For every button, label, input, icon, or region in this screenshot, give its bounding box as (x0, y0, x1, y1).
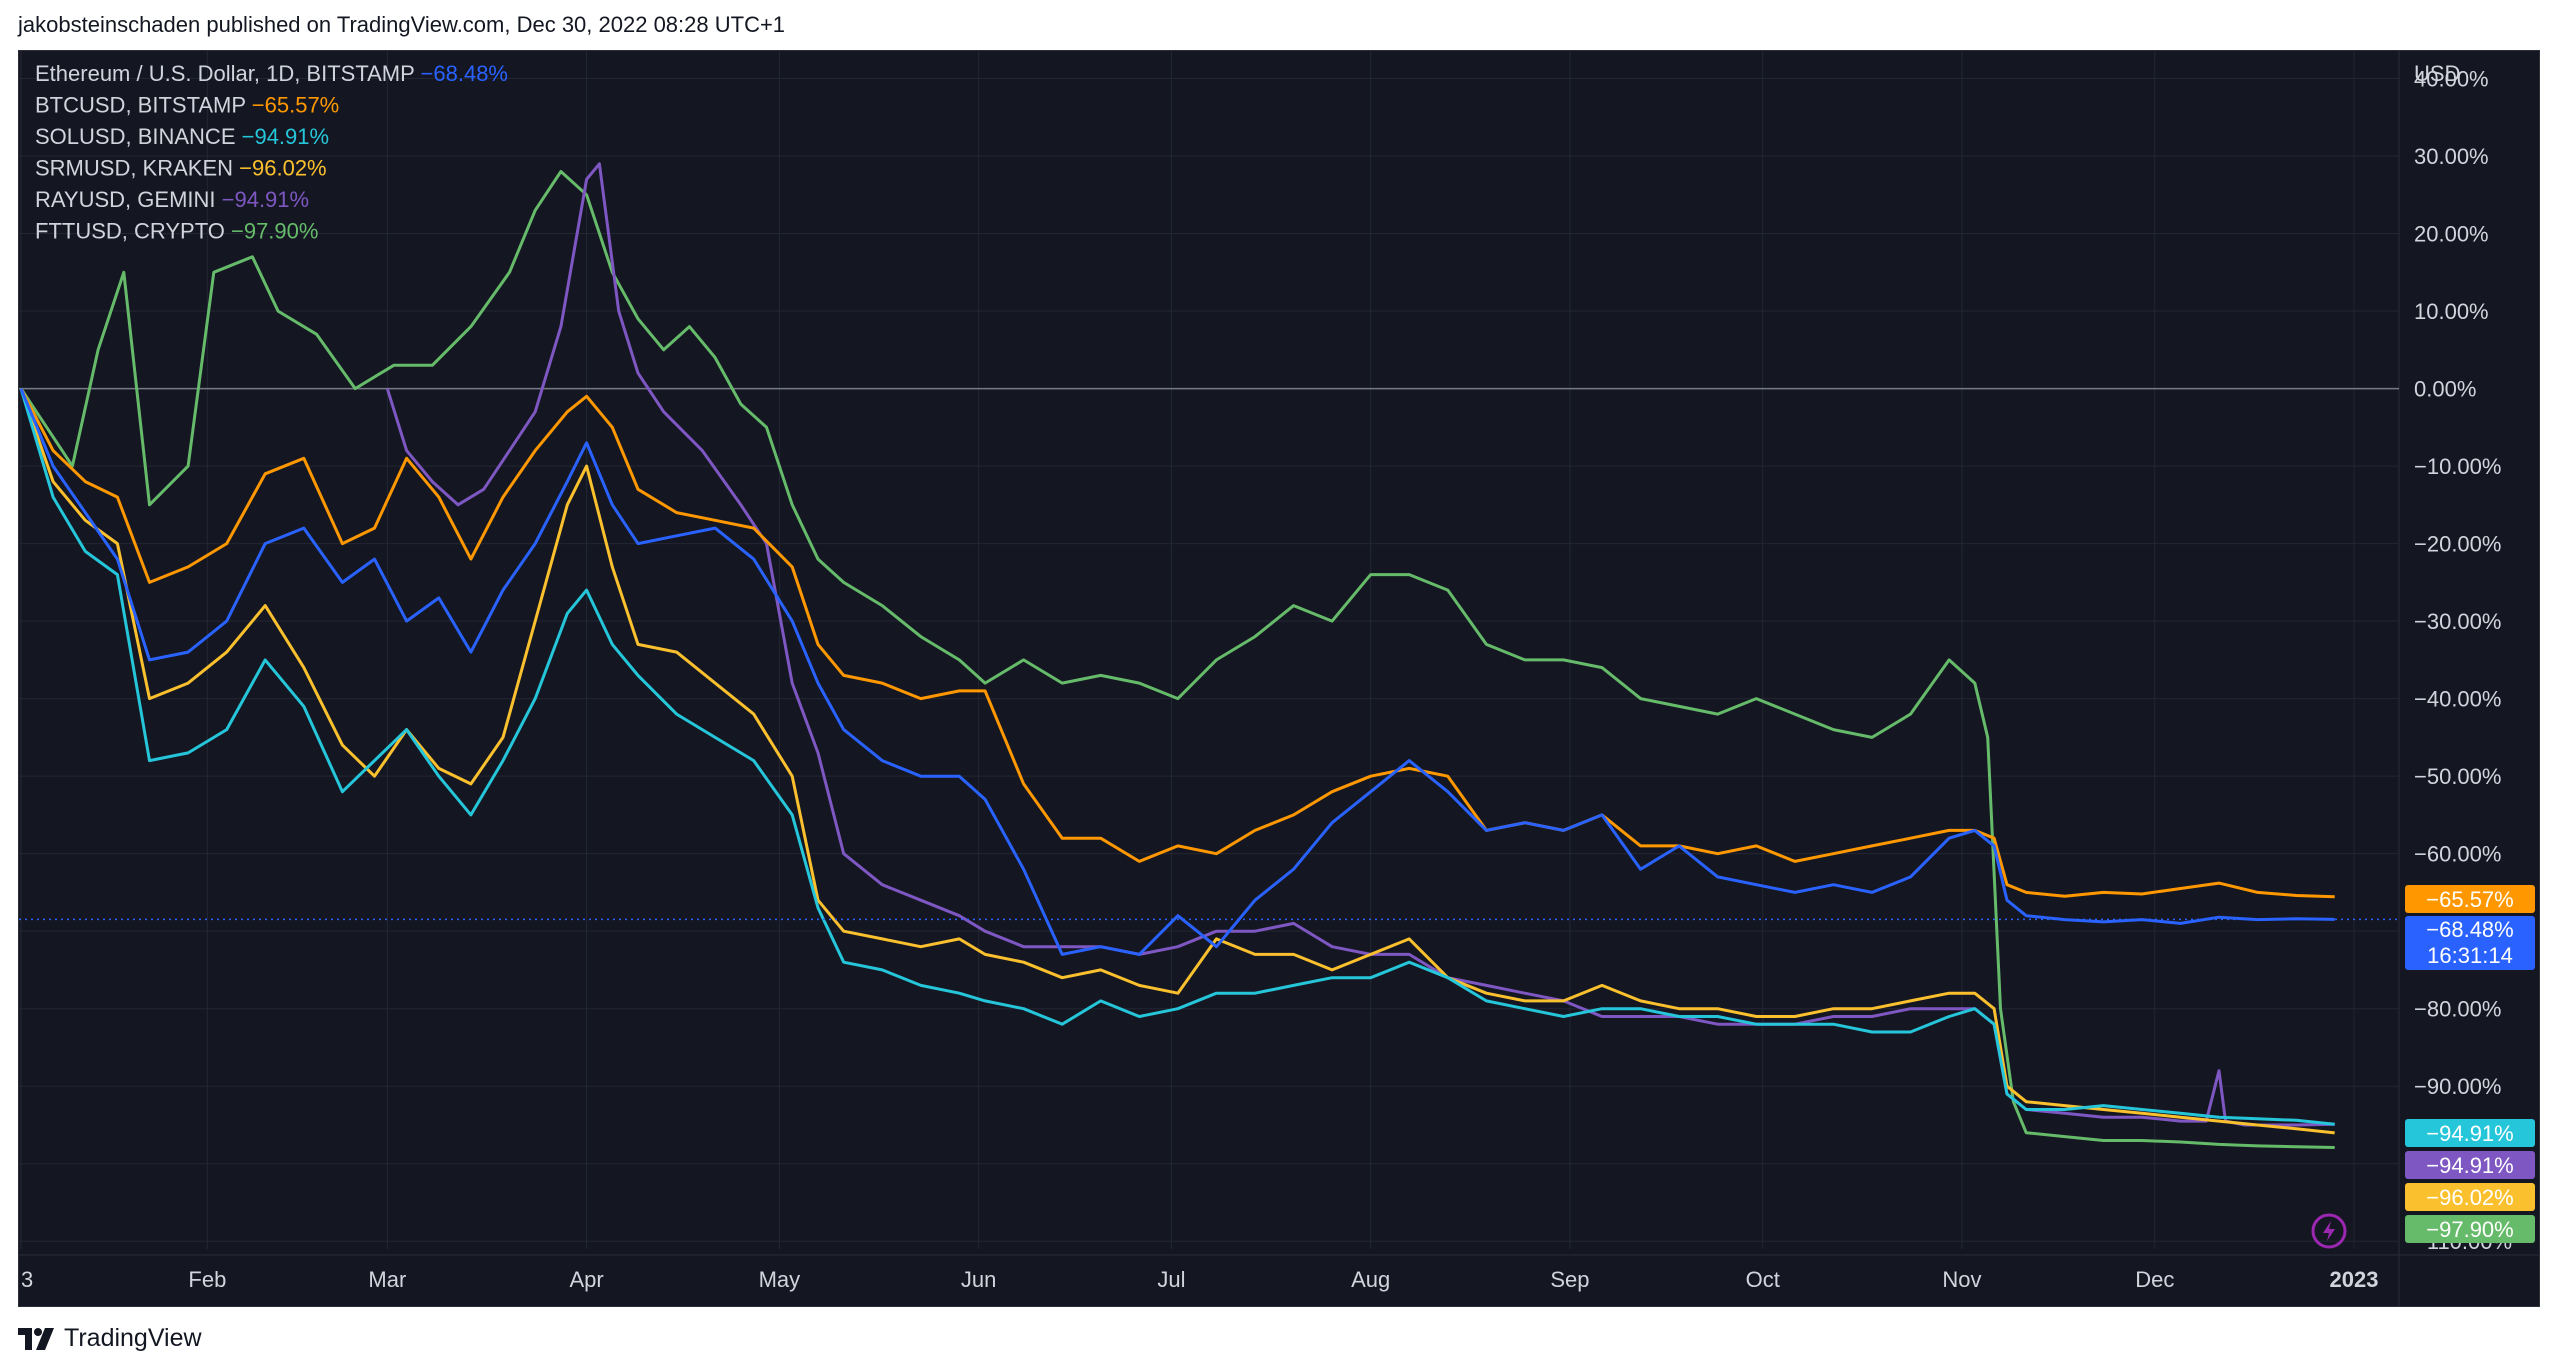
axis-tag-box (2405, 1215, 2535, 1243)
legend-series-change: −65.57% (252, 93, 339, 118)
legend-item[interactable]: SRMUSD, KRAKEN −96.02% (35, 156, 327, 181)
legend: Ethereum / U.S. Dollar, 1D, BITSTAMP −68… (35, 61, 508, 244)
chart-panel[interactable]: 40.00% 30.00% 20.00% 10.00% 0.00% −10.00% −20.… (18, 50, 2540, 1307)
legend-series-change: −94.91% (222, 187, 309, 212)
series-line[interactable] (19, 170, 2335, 1149)
x-tick-label: Dec (2135, 1267, 2174, 1292)
x-tick-label: Apr (569, 1267, 603, 1292)
legend-series-change: −96.02% (239, 156, 326, 181)
legend-series-name: SOLUSD, BINANCE (35, 124, 242, 149)
footer: TradingView (18, 1324, 202, 1353)
series-line[interactable] (19, 388, 2335, 956)
price-axis[interactable]: 40.00% 30.00% 20.00% 10.00% 0.00% −10.00% −20.… (2414, 61, 2514, 1254)
series-line[interactable] (385, 162, 2335, 1127)
axis-price-tags: −65.57% −68.48%16:31:14 −94.91% −94.91% −96.… (2405, 885, 2535, 1243)
y-tick-label: 20.00% (2414, 222, 2489, 247)
legend-series-change: −68.48% (421, 61, 508, 86)
y-tick-label: −40.00% (2414, 687, 2501, 712)
axis-tag-box (2405, 1151, 2535, 1179)
series-line[interactable] (19, 388, 2335, 1126)
axis-tag-value: −68.48% (2426, 917, 2513, 942)
legend-series-change: −94.91% (242, 124, 329, 149)
currency-label: USD (2414, 61, 2460, 86)
y-tick-label: 40.00% (2414, 67, 2489, 92)
axis-tag-value: −94.91% (2426, 1153, 2513, 1178)
legend-series-name: RAYUSD, GEMINI (35, 187, 222, 212)
legend-series-name: Ethereum / U.S. Dollar, 1D, BITSTAMP (35, 61, 421, 86)
y-tick-label: 0.00% (2414, 377, 2476, 402)
legend-series-change: −97.90% (231, 219, 318, 244)
x-tick-label: Aug (1351, 1267, 1390, 1292)
legend-item[interactable]: BTCUSD, BITSTAMP −65.57% (35, 93, 339, 118)
axis-tag-box (2405, 1119, 2535, 1147)
axis-tag-value: −65.57% (2426, 887, 2513, 912)
legend-item[interactable]: Ethereum / U.S. Dollar, 1D, BITSTAMP −68… (35, 61, 508, 86)
x-tick-label: Jul (1157, 1267, 1185, 1292)
x-tick-label: Jun (961, 1267, 996, 1292)
price-comparison-chart[interactable]: 40.00% 30.00% 20.00% 10.00% 0.00% −10.00% −20.… (19, 51, 2539, 1306)
x-tick-label: 3 (21, 1267, 33, 1292)
y-tick-label: −60.00% (2414, 842, 2501, 867)
x-tick-label: Nov (1942, 1267, 1981, 1292)
legend-series-name: FTTUSD, CRYPTO (35, 219, 231, 244)
tradingview-brand: TradingView (64, 1324, 202, 1352)
tradingview-logo-icon (18, 1327, 54, 1350)
y-tick-label: −50.00% (2414, 764, 2501, 789)
y-tick-label: −20.00% (2414, 532, 2501, 557)
series-layer (19, 162, 2399, 1149)
legend-item[interactable]: RAYUSD, GEMINI −94.91% (35, 187, 309, 212)
legend-series-name: BTCUSD, BITSTAMP (35, 93, 252, 118)
y-tick-label: −30.00% (2414, 609, 2501, 634)
axis-tag-box (2405, 885, 2535, 913)
axis-tag-value: −96.02% (2426, 1185, 2513, 1210)
y-tick-label: 10.00% (2414, 299, 2489, 324)
x-tick-label: Sep (1550, 1267, 1589, 1292)
axis-tag-box (2405, 916, 2535, 970)
axis-tag-box (2405, 1183, 2535, 1211)
y-tick-label: 30.00% (2414, 144, 2489, 169)
axis-tag-value: −94.91% (2426, 1121, 2513, 1146)
publisher-caption: jakobsteinschaden published on TradingVi… (18, 12, 786, 37)
x-tick-label: May (759, 1267, 801, 1292)
x-tick-label: 2023 (2330, 1267, 2379, 1292)
y-tick-label: −10.00% (2414, 454, 2501, 479)
axis-tag-value: −97.90% (2426, 1217, 2513, 1242)
x-tick-label: Mar (368, 1267, 406, 1292)
legend-item[interactable]: SOLUSD, BINANCE −94.91% (35, 124, 329, 149)
legend-series-name: SRMUSD, KRAKEN (35, 156, 239, 181)
lightning-alert-icon[interactable] (2311, 1213, 2347, 1249)
x-tick-label: Feb (188, 1267, 226, 1292)
legend-item[interactable]: FTTUSD, CRYPTO −97.90% (35, 219, 318, 244)
time-axis[interactable]: 3 Feb Mar Apr May Jun Jul Aug Sep Oct Nov Dec 2023 (21, 1267, 2378, 1292)
y-tick-label: −80.00% (2414, 997, 2501, 1022)
countdown-label: 16:31:14 (2427, 943, 2513, 968)
series-line[interactable] (19, 387, 2335, 899)
x-tick-label: Oct (1746, 1267, 1780, 1292)
y-tick-label: −90.00% (2414, 1074, 2501, 1099)
